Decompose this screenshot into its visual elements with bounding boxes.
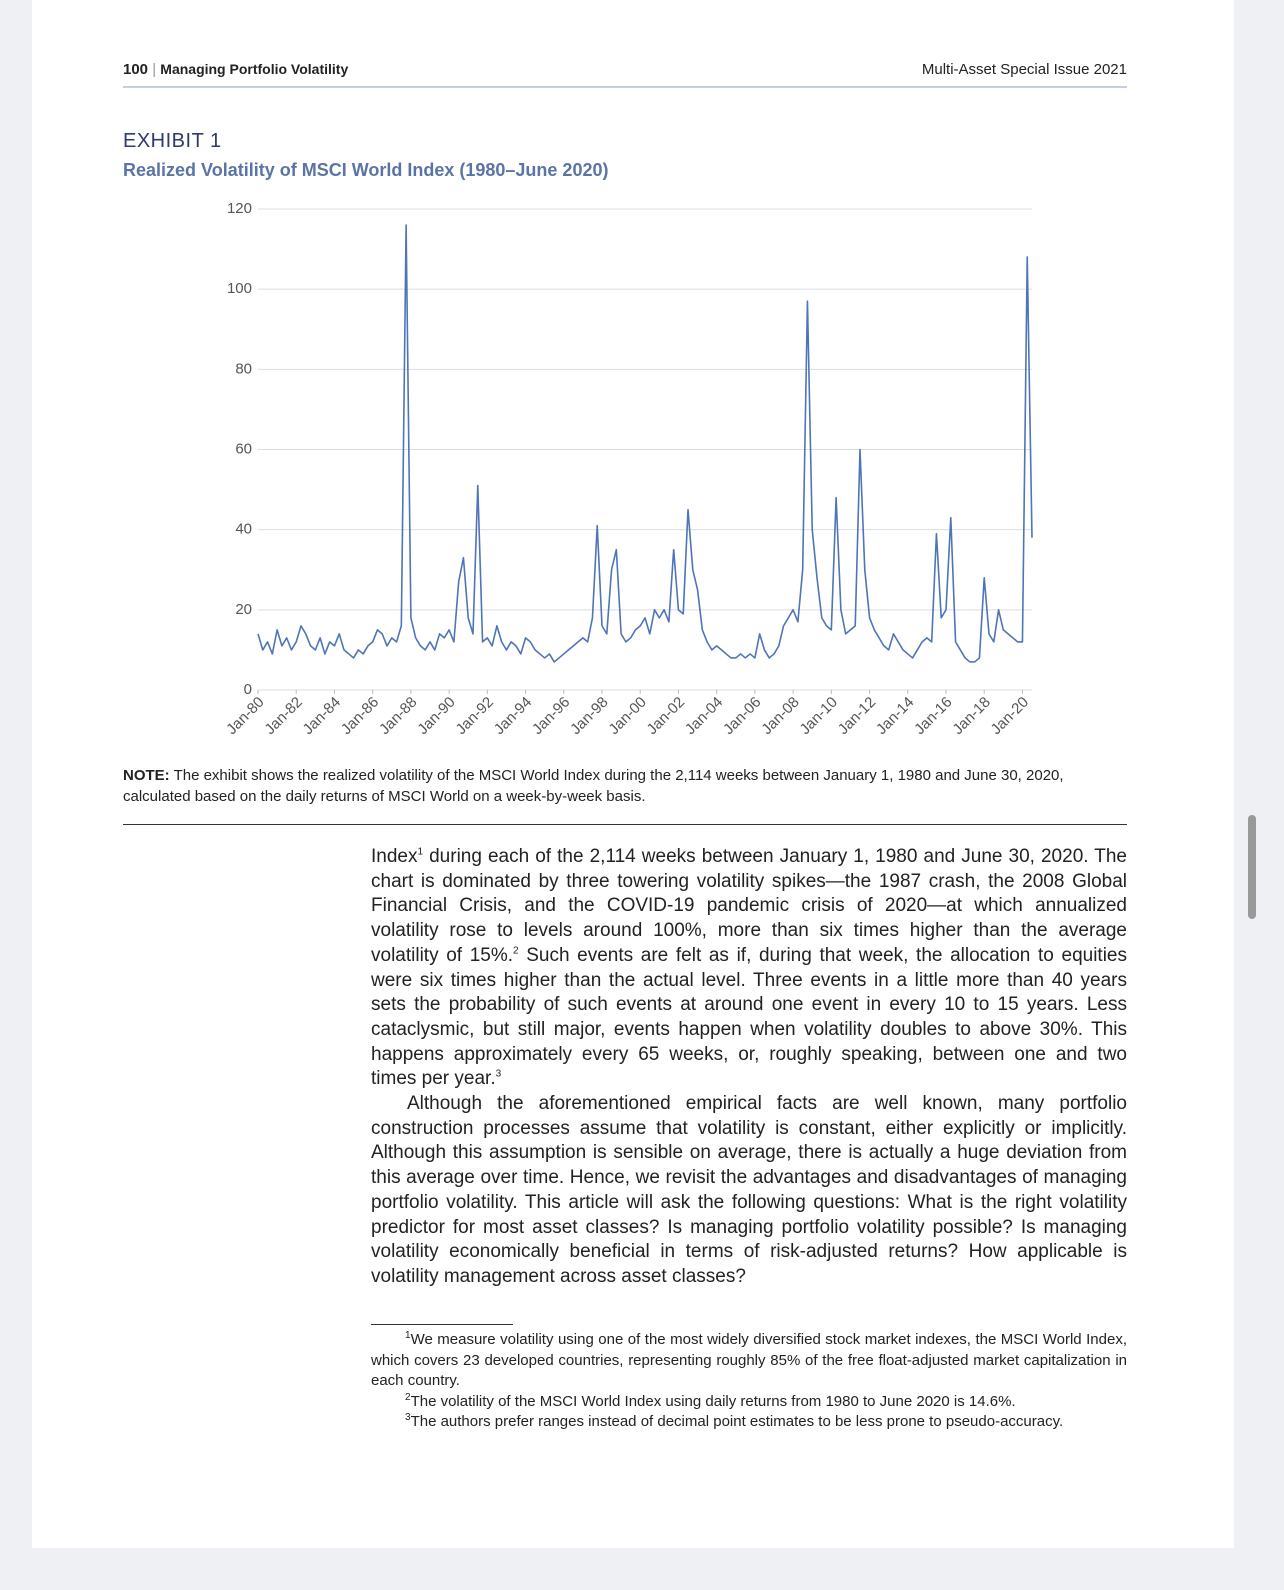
body: Index1 during each of the 2,114 weeks be… (371, 845, 1127, 1290)
x-tick-label: Jan-92 (453, 694, 497, 738)
text: Such events are felt as if, during that … (371, 944, 1127, 1090)
footnote-mark: 3 (405, 1412, 411, 1423)
text: during each of the 2,114 weeks between J… (371, 846, 1127, 966)
chart: 020406080100120Jan-80Jan-82Jan-84Jan-86J… (223, 200, 1033, 738)
footnote: 3The authors prefer ranges instead of de… (371, 1412, 1127, 1433)
footnote-text: We measure volatility using one of the m… (371, 1331, 1127, 1389)
paragraph: Although the aforementioned empirical fa… (371, 1093, 1127, 1287)
running-head: 100 | Managing Portfolio Volatility (123, 61, 348, 78)
x-tick-label: Jan-84 (300, 694, 344, 738)
x-tick-label: Jan-86 (338, 694, 382, 738)
scrollbar[interactable] (1248, 815, 1256, 919)
section-rule (123, 824, 1127, 825)
volatility-line (257, 224, 1033, 663)
page-number: 100 (123, 61, 149, 78)
x-tick-label: Jan-06 (720, 694, 764, 738)
y-tick-label: 20 (235, 601, 252, 618)
note-text: The exhibit shows the realized volatilit… (123, 767, 1064, 805)
separator: | (152, 61, 157, 78)
y-tick-label: 80 (235, 360, 252, 377)
x-tick-label: Jan-88 (376, 694, 420, 738)
x-tick-label: Jan-18 (949, 694, 993, 738)
x-tick-label: Jan-14 (873, 694, 917, 738)
x-tick-label: Jan-98 (567, 694, 611, 738)
x-tick-label: Jan-96 (529, 694, 573, 738)
x-tick-label: Jan-80 (223, 694, 267, 738)
y-tick-label: 120 (227, 200, 252, 217)
x-tick-label: Jan-10 (797, 694, 841, 738)
note-label: NOTE: (123, 767, 170, 784)
x-tick-label: Jan-08 (758, 694, 802, 738)
y-tick-label: 0 (244, 681, 252, 698)
x-tick-label: Jan-16 (911, 694, 955, 738)
exhibit-label: EXHIBIT 1 (123, 130, 222, 152)
x-tick-label: Jan-90 (414, 694, 458, 738)
chart-title: Realized Volatility of MSCI World Index … (123, 160, 609, 180)
x-tick-label: Jan-20 (988, 694, 1032, 738)
footnote-text: The volatility of the MSCI World Index u… (410, 1392, 1016, 1410)
x-tick-label: Jan-82 (261, 694, 305, 738)
y-tick-label: 100 (227, 280, 252, 297)
x-tick-label: Jan-00 (605, 694, 649, 738)
header-rule (123, 86, 1127, 88)
footnote: 1We measure volatility using one of the … (371, 1330, 1127, 1392)
footnote-ref: 3 (495, 1069, 502, 1080)
footnote-mark: 2 (405, 1391, 411, 1403)
note: NOTE: The exhibit shows the realized vol… (123, 765, 1129, 807)
footnote-text: The authors prefer ranges instead of dec… (410, 1413, 1064, 1430)
y-tick-label: 40 (235, 521, 252, 538)
x-tick-label: Jan-12 (835, 694, 879, 738)
footnote-rule (371, 1324, 513, 1325)
footnote: 2The volatility of the MSCI World Index … (371, 1392, 1127, 1413)
footnote-ref: 2 (513, 945, 519, 957)
x-tick-label: Jan-02 (644, 694, 688, 738)
x-tick-label: Jan-94 (491, 694, 535, 738)
footnotes: 1We measure volatility using one of the … (371, 1330, 1127, 1433)
text: Index (371, 846, 418, 867)
footnote-mark: 1 (405, 1330, 411, 1341)
paragraph: Index1 during each of the 2,114 weeks be… (371, 845, 1127, 1092)
footnote-ref: 1 (417, 846, 424, 858)
x-tick-label: Jan-04 (682, 694, 726, 738)
publication: Multi-Asset Special Issue 2021 (921, 61, 1127, 78)
section: Managing Portfolio Volatility (160, 61, 349, 77)
y-tick-label: 60 (235, 440, 252, 457)
page: 100 | Managing Portfolio Volatility Mult… (32, 0, 1234, 1548)
